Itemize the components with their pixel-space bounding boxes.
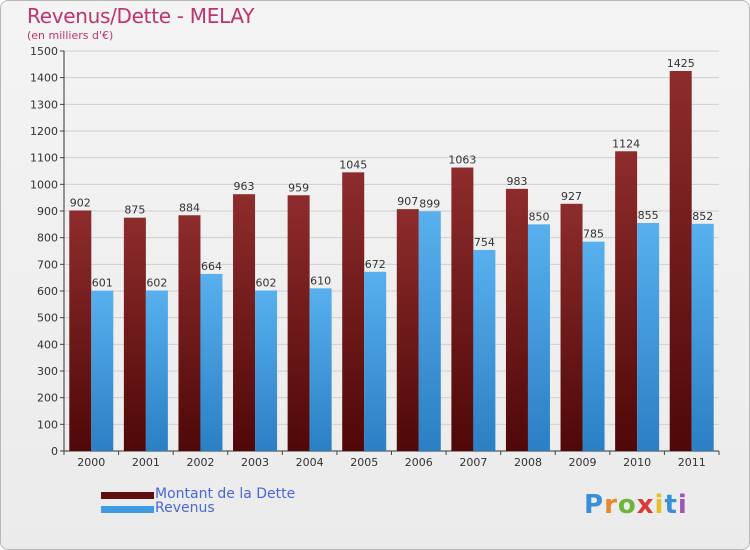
bar-revenus <box>527 224 550 451</box>
bar-revenus <box>200 273 223 451</box>
y-tick-label: 1400 <box>30 72 58 85</box>
data-label-revenus: 850 <box>528 210 549 223</box>
data-label-revenus: 899 <box>419 197 440 210</box>
y-tick-label: 700 <box>37 258 58 271</box>
bar-dette <box>123 217 146 451</box>
y-tick-label: 800 <box>37 232 58 245</box>
y-tick-label: 100 <box>37 418 58 431</box>
bar-dette <box>615 151 638 451</box>
bar-revenus <box>473 249 496 451</box>
legend-label-revenus: Revenus <box>155 500 215 516</box>
y-tick-label: 1000 <box>30 178 58 191</box>
data-label-revenus: 610 <box>310 274 331 287</box>
bar-revenus <box>418 211 441 451</box>
y-tick-label: 1300 <box>30 98 58 111</box>
bar-dette <box>69 210 92 451</box>
bar-dette <box>560 203 583 451</box>
data-label-dette: 902 <box>70 196 91 209</box>
data-label-dette: 884 <box>179 201 200 214</box>
data-label-dette: 959 <box>288 181 309 194</box>
bar-revenus <box>582 241 605 451</box>
x-tick-label: 2006 <box>405 456 433 469</box>
legend-label-dette: Montant de la Dette <box>155 486 296 502</box>
data-label-dette: 875 <box>124 204 145 217</box>
x-tick-label: 2000 <box>77 456 105 469</box>
bar-revenus <box>91 290 114 451</box>
data-label-dette: 1063 <box>448 154 476 167</box>
bar-dette <box>287 195 310 451</box>
bar-dette <box>233 194 256 451</box>
y-tick-label: 300 <box>37 365 58 378</box>
x-tick-label: 2011 <box>678 456 706 469</box>
y-tick-label: 1100 <box>30 152 58 165</box>
data-label-revenus: 672 <box>365 258 386 271</box>
data-label-revenus: 852 <box>692 210 713 223</box>
chart-subtitle: (en milliers d'€) <box>27 29 114 42</box>
x-tick-label: 2010 <box>623 456 651 469</box>
data-label-dette: 927 <box>561 190 582 203</box>
y-tick-label: 1500 <box>30 45 58 58</box>
x-tick-label: 2002 <box>186 456 214 469</box>
proxiti-logo: Proxiti <box>584 490 688 520</box>
bar-dette <box>505 188 528 451</box>
y-tick-label: 600 <box>37 285 58 298</box>
data-label-revenus: 754 <box>474 236 495 249</box>
x-tick-label: 2003 <box>241 456 269 469</box>
data-label-revenus: 855 <box>638 209 659 222</box>
y-tick-label: 200 <box>37 392 58 405</box>
data-label-dette: 1045 <box>339 158 367 171</box>
data-label-dette: 1124 <box>612 137 640 150</box>
y-tick-label: 400 <box>37 338 58 351</box>
data-label-revenus: 602 <box>256 276 277 289</box>
x-tick-label: 2009 <box>569 456 597 469</box>
data-label-revenus: 601 <box>92 277 113 290</box>
legend-swatch-dette <box>101 492 154 499</box>
x-tick-label: 2007 <box>459 456 487 469</box>
y-tick-label: 500 <box>37 312 58 325</box>
bar-revenus <box>691 223 714 451</box>
data-label-dette: 1425 <box>667 57 695 70</box>
bar-dette <box>669 71 692 451</box>
bar-revenus <box>145 290 168 451</box>
data-label-dette: 963 <box>234 180 255 193</box>
data-label-revenus: 785 <box>583 228 604 241</box>
bar-revenus <box>255 290 278 451</box>
chart-title: Revenus/Dette - MELAY <box>27 4 255 28</box>
y-tick-label: 1200 <box>30 125 58 138</box>
bar-dette <box>451 167 474 452</box>
bar-dette <box>178 215 201 451</box>
x-tick-label: 2004 <box>296 456 324 469</box>
data-label-dette: 907 <box>397 195 418 208</box>
x-tick-label: 2005 <box>350 456 378 469</box>
data-label-revenus: 664 <box>201 260 222 273</box>
x-tick-label: 2008 <box>514 456 542 469</box>
y-tick-label: 0 <box>51 445 58 458</box>
data-label-dette: 983 <box>506 175 527 188</box>
legend-swatch-revenus <box>101 506 154 513</box>
bar-revenus <box>364 271 387 451</box>
data-label-revenus: 602 <box>146 276 167 289</box>
bar-revenus <box>637 223 660 451</box>
bar-dette <box>396 209 419 451</box>
x-tick-label: 2001 <box>132 456 160 469</box>
bar-dette <box>342 172 365 452</box>
y-tick-label: 900 <box>37 205 58 218</box>
bar-revenus <box>309 288 332 451</box>
